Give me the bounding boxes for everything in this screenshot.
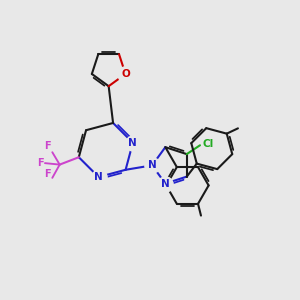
Text: O: O (121, 69, 130, 79)
Text: N: N (161, 178, 170, 189)
Text: F: F (44, 169, 51, 179)
Text: N: N (128, 138, 137, 148)
Text: N: N (148, 160, 157, 170)
Text: F: F (37, 158, 44, 168)
Text: N: N (94, 172, 103, 182)
Text: Cl: Cl (202, 139, 214, 149)
Text: F: F (44, 141, 51, 151)
